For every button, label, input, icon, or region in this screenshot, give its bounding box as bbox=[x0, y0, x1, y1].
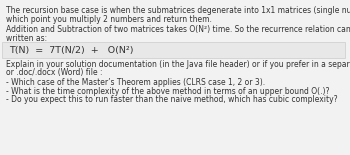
Text: - Do you expect this to run faster than the naive method, which has cubic comple: - Do you expect this to run faster than … bbox=[6, 95, 337, 104]
Text: T(N)  =  7T(N/2)  +   O(N²): T(N) = 7T(N/2) + O(N²) bbox=[9, 46, 133, 55]
Text: - Which case of the Master’s Theorem applies (CLRS case 1, 2 or 3).: - Which case of the Master’s Theorem app… bbox=[6, 78, 265, 87]
Text: or .doc/.docx (Word) file :: or .doc/.docx (Word) file : bbox=[6, 69, 102, 78]
Text: Addition and Subtraction of two matrices takes O(N²) time. So the recurrence rel: Addition and Subtraction of two matrices… bbox=[6, 25, 350, 34]
Text: which point you multiply 2 numbers and return them.: which point you multiply 2 numbers and r… bbox=[6, 15, 211, 24]
Text: The recursion base case is when the submatrices degenerate into 1x1 matrices (si: The recursion base case is when the subm… bbox=[6, 6, 350, 15]
Text: - What is the time complexity of the above method in terms of an upper bound O(.: - What is the time complexity of the abo… bbox=[6, 86, 329, 95]
FancyBboxPatch shape bbox=[2, 42, 345, 58]
Text: Explain in your solution documentation (in the Java file header) or if you prefe: Explain in your solution documentation (… bbox=[6, 60, 350, 69]
Text: written as:: written as: bbox=[6, 33, 47, 42]
